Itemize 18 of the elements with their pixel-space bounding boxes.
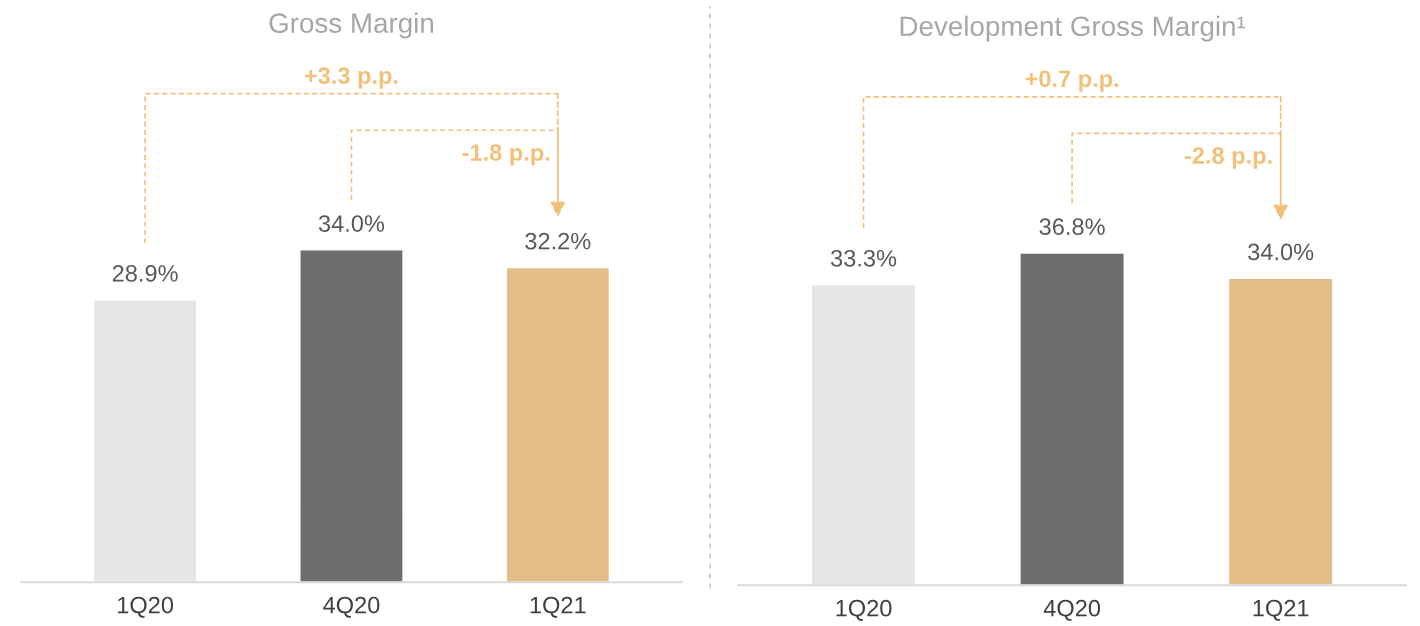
- chart-title: Gross Margin: [269, 12, 434, 39]
- data-label: 36.8%: [1039, 218, 1105, 236]
- data-label: 33.3%: [830, 249, 897, 267]
- text: +3.3 p.p.: [304, 67, 398, 89]
- x-tick-label: 1Q21: [1253, 599, 1309, 621]
- x-tick-label: 1Q20: [118, 596, 174, 618]
- data-label: 34.0%: [318, 215, 385, 232]
- x-tick-label: 1Q21: [530, 596, 586, 618]
- data-label: 34.0%: [1248, 243, 1314, 261]
- text: +0.7 p.p.: [1025, 70, 1119, 92]
- data-label: 28.9%: [112, 265, 178, 282]
- data-label: 32.2%: [525, 232, 591, 250]
- chart-title: Development Gross Margin¹: [900, 15, 1246, 42]
- x-tick-label: 4Q20: [323, 596, 380, 618]
- text: -1.8 p.p.: [462, 144, 550, 166]
- text: -2.8 p.p.: [1184, 147, 1272, 169]
- x-tick-label: 1Q20: [836, 599, 892, 621]
- x-tick-label: 4Q20: [1043, 599, 1101, 621]
